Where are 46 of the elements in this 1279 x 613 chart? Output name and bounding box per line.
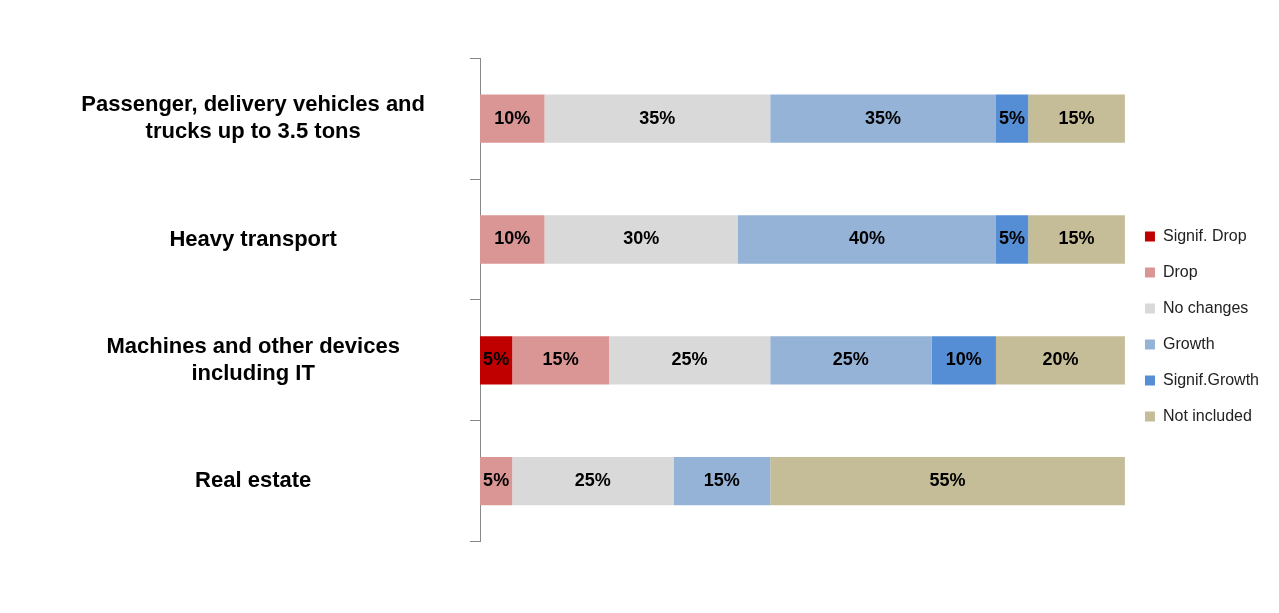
data-label: 30% bbox=[623, 228, 660, 249]
bar bbox=[608, 336, 771, 385]
data-label: 10% bbox=[494, 107, 531, 128]
bar bbox=[544, 215, 738, 264]
data-label: 25% bbox=[671, 349, 708, 370]
data-label: 15% bbox=[542, 349, 579, 370]
legend-label: Signif. Drop bbox=[1162, 226, 1247, 244]
bar bbox=[1028, 94, 1125, 143]
legend-label: Signif.Growth bbox=[1162, 370, 1260, 388]
legend-label: Growth bbox=[1162, 334, 1215, 352]
data-label: 5% bbox=[999, 107, 1026, 128]
data-label: 5% bbox=[483, 349, 510, 370]
bar bbox=[995, 336, 1125, 385]
data-label: 40% bbox=[848, 228, 885, 249]
bar bbox=[544, 94, 771, 143]
bar bbox=[770, 94, 996, 143]
data-label: 55% bbox=[929, 470, 966, 491]
data-label: 20% bbox=[1042, 349, 1079, 370]
bar bbox=[480, 94, 545, 143]
bar bbox=[673, 457, 771, 506]
data-label: 15% bbox=[703, 470, 740, 491]
data-label: 5% bbox=[483, 470, 510, 491]
data-label: 15% bbox=[1058, 107, 1095, 128]
bar bbox=[931, 336, 996, 385]
data-label: 35% bbox=[865, 107, 902, 128]
y-tick-label: Machines and other devices including IT bbox=[106, 333, 400, 385]
data-label: 5% bbox=[999, 228, 1026, 249]
data-label: 25% bbox=[832, 349, 869, 370]
bar bbox=[1028, 215, 1125, 264]
legend-label: Drop bbox=[1162, 262, 1198, 280]
data-label: 15% bbox=[1058, 228, 1095, 249]
data-label: 10% bbox=[945, 349, 982, 370]
bar bbox=[770, 457, 1125, 506]
data-label: 35% bbox=[639, 107, 676, 128]
bar bbox=[480, 215, 545, 264]
y-tick-label: Passenger, delivery vehicles and trucks up to 3.5 tons bbox=[81, 91, 426, 143]
data-label: 25% bbox=[574, 470, 611, 491]
legend-label: No changes bbox=[1162, 298, 1249, 316]
y-tick-label: Heavy transport bbox=[169, 225, 338, 251]
bar bbox=[512, 457, 674, 506]
bar bbox=[770, 336, 932, 385]
y-tick-label: Real estate bbox=[195, 467, 312, 493]
bar bbox=[737, 215, 996, 264]
bar bbox=[512, 336, 609, 385]
data-label: 10% bbox=[494, 228, 531, 249]
legend-label: Not included bbox=[1162, 406, 1252, 424]
